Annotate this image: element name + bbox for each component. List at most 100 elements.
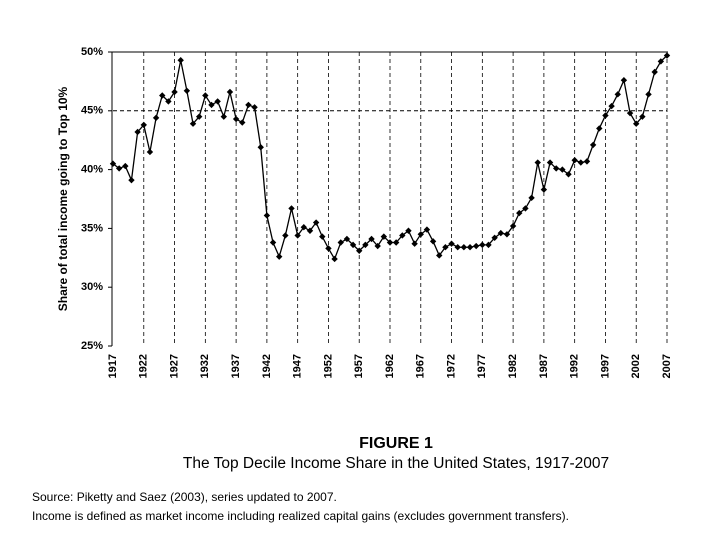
chart-subtitle: The Top Decile Income Share in the Unite…: [183, 455, 609, 472]
marker: [565, 171, 572, 178]
marker: [263, 212, 271, 219]
x-tick-label: 2007: [661, 354, 673, 378]
marker: [639, 113, 646, 120]
x-tick-label: 1932: [199, 354, 211, 378]
marker: [442, 244, 449, 251]
marker: [423, 226, 431, 233]
marker: [460, 244, 468, 251]
note: Income is defined as market income inclu…: [32, 509, 569, 523]
x-tick-label: 1957: [353, 354, 365, 378]
marker: [491, 234, 498, 242]
marker: [405, 227, 412, 234]
marker: [553, 165, 560, 172]
marker: [220, 113, 227, 120]
marker: [436, 252, 443, 259]
marker: [177, 57, 184, 64]
marker: [559, 166, 566, 173]
marker: [159, 92, 166, 99]
x-tick-label: 1967: [415, 354, 427, 378]
x-tick-label: 1992: [569, 354, 581, 378]
marker: [448, 240, 455, 247]
marker: [657, 58, 665, 65]
marker: [269, 239, 277, 246]
marker: [571, 156, 578, 164]
marker: [608, 102, 615, 110]
marker: [337, 239, 344, 246]
marker: [288, 205, 295, 212]
marker: [497, 229, 504, 237]
x-tick-label: 1997: [599, 354, 611, 378]
marker: [226, 88, 234, 96]
marker: [109, 160, 117, 167]
marker: [276, 253, 283, 260]
y-tick-label: 40%: [81, 164, 103, 176]
marker: [214, 98, 221, 105]
marker: [189, 120, 197, 127]
marker: [620, 77, 628, 84]
marker: [232, 115, 240, 123]
marker: [645, 91, 652, 98]
marker: [122, 162, 129, 170]
marker: [251, 104, 258, 111]
marker: [245, 101, 252, 109]
x-tick-label: 1917: [107, 354, 119, 378]
x-tick-label: 1942: [261, 354, 273, 378]
marker: [540, 186, 548, 193]
marker: [546, 159, 554, 166]
marker: [300, 224, 308, 231]
marker: [626, 109, 634, 117]
marker: [331, 255, 338, 263]
x-tick-label: 1947: [292, 354, 304, 378]
marker: [257, 144, 264, 151]
marker: [466, 244, 474, 251]
marker: [171, 88, 178, 96]
marker: [362, 241, 369, 249]
marker: [134, 128, 141, 136]
marker: [306, 227, 314, 234]
marker: [528, 194, 535, 202]
y-axis-label: Share of total income going to Top 10%: [56, 86, 70, 311]
marker: [152, 114, 160, 122]
marker: [319, 233, 326, 240]
marker: [577, 159, 585, 166]
marker: [115, 165, 123, 172]
marker: [429, 238, 437, 245]
marker: [208, 101, 215, 109]
marker: [325, 245, 332, 252]
marker: [651, 68, 658, 76]
marker: [392, 239, 400, 246]
marker: [368, 235, 375, 243]
marker: [589, 141, 597, 149]
marker: [386, 239, 394, 246]
x-tick-label: 1937: [230, 354, 242, 378]
marker: [195, 113, 203, 120]
y-tick-label: 25%: [81, 340, 103, 352]
marker: [128, 176, 135, 184]
note: Source: Piketty and Saez (2003), series …: [32, 490, 337, 504]
marker: [374, 242, 381, 250]
marker: [239, 119, 246, 126]
marker: [534, 159, 541, 166]
x-tick-label: 1922: [138, 354, 150, 378]
y-tick-label: 45%: [81, 105, 103, 117]
marker: [516, 209, 523, 217]
y-tick-label: 35%: [81, 222, 103, 234]
marker: [472, 242, 480, 250]
x-tick-label: 1977: [476, 354, 488, 378]
marker: [165, 98, 172, 105]
marker: [602, 112, 609, 119]
marker: [343, 235, 351, 243]
marker: [140, 121, 147, 129]
y-tick-label: 50%: [81, 46, 103, 58]
marker: [596, 125, 603, 132]
x-tick-label: 1982: [507, 354, 519, 378]
x-tick-label: 1972: [445, 354, 457, 378]
marker: [417, 231, 424, 238]
marker: [522, 205, 529, 212]
y-tick-label: 30%: [81, 281, 103, 293]
x-tick-label: 1952: [322, 354, 334, 378]
marker: [503, 231, 511, 238]
marker: [294, 232, 301, 239]
chart-title: FIGURE 1: [359, 435, 433, 452]
